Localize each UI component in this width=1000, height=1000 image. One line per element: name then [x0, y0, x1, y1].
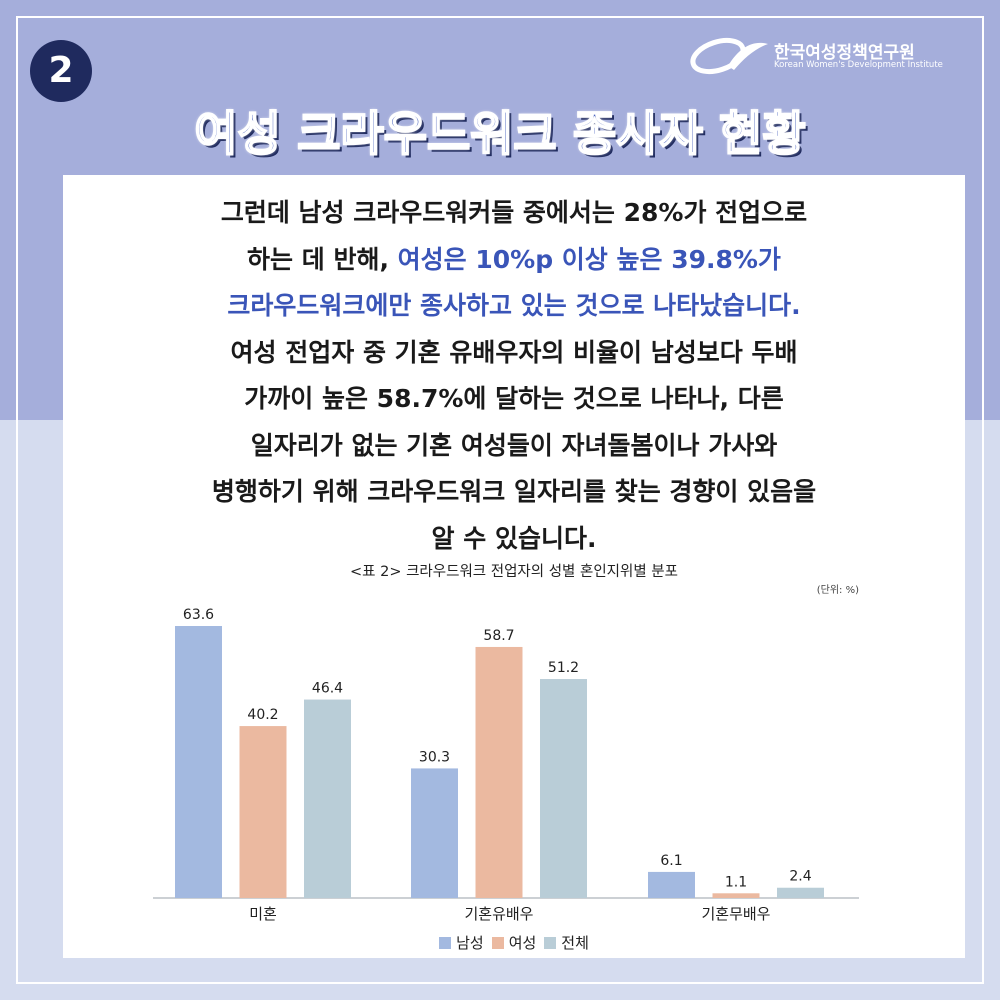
category-label: 기혼유배우: [464, 905, 533, 923]
chart-legend: 남성 여성 전체: [63, 932, 965, 953]
data-label: 63.6: [183, 607, 214, 623]
data-label: 40.2: [247, 707, 278, 723]
data-label: 1.1: [725, 874, 747, 890]
legend-item: 남성: [439, 932, 484, 953]
data-label: 46.4: [312, 681, 343, 697]
chart-title: <표 2> 크라우드워크 전업자의 성별 혼인지위별 분포: [350, 564, 678, 580]
bar: [175, 626, 222, 898]
legend-item: 전체: [544, 932, 589, 953]
body-text-segment: 가까이 높은 58.7%에 달하는 것으로 나타나, 다른: [244, 384, 784, 413]
legend-swatch: [439, 936, 452, 949]
bar: [540, 679, 587, 898]
kwdi-logo-icon: [690, 37, 768, 75]
body-line: 여성 전업자 중 기혼 유배우자의 비율이 남성보다 두배: [63, 330, 965, 377]
highlight-text: 크라우드워크에만 종사하고 있는 것으로 나타났습니다.: [227, 291, 801, 320]
category-label: 미혼: [249, 905, 277, 923]
body-text-segment: 그런데 남성 크라우드워커들 중에서는 28%가 전업으로: [220, 198, 808, 227]
data-label: 51.2: [548, 660, 579, 676]
body-text-segment: 하는 데 반해,: [247, 244, 398, 274]
bar: [239, 726, 287, 898]
body-line: 하는 데 반해, 여성은 10%p 이상 높은 39.8%가: [63, 237, 965, 284]
body-text-segment: 일자리가 없는 기혼 여성들이 자녀돌봄이나 가사와: [250, 430, 778, 460]
body-line: 일자리가 없는 기혼 여성들이 자녀돌봄이나 가사와: [63, 423, 965, 470]
legend-item: 여성: [491, 932, 537, 953]
legend-swatch: [544, 936, 557, 949]
bar: [648, 871, 695, 898]
body-line: 알 수 있습니다.: [63, 516, 965, 563]
page-title: 여성 크라우드워크 종사자 현황: [193, 106, 806, 163]
legend-label: 전체: [561, 934, 589, 952]
data-label: 6.1: [660, 853, 682, 869]
body-text-segment: 여성 전업자 중 기혼 유배우자의 비율이 남성보다 두배: [230, 337, 798, 367]
bar-chart: 63.6 40.2 46.4 미혼 30.3 58.7 51.2 기혼유배우 6.1 1.1 2.4…: [153, 607, 859, 923]
data-label: 58.7: [483, 628, 514, 644]
bar: [304, 699, 351, 898]
bar: [475, 646, 523, 898]
legend-label: 남성: [456, 934, 484, 952]
highlight-text: 여성은 10%p 이상 높은 39.8%가: [397, 244, 781, 274]
bar: [411, 768, 458, 898]
chart-unit: (단위: %): [816, 585, 859, 596]
body-line: 그런데 남성 크라우드워커들 중에서는 28%가 전업으로: [63, 190, 965, 237]
bar: [712, 893, 760, 898]
logo-subtitle: Korean Women's Development Institute: [774, 60, 943, 70]
frame-border: [16, 16, 984, 984]
body-text-segment: 병행하기 위해 크라우드워크 일자리를 찾는 경향이 있음을: [211, 477, 817, 506]
body-line: 가까이 높은 58.7%에 달하는 것으로 나타나, 다른: [63, 376, 965, 423]
body-line: 크라우드워크에만 종사하고 있는 것으로 나타났습니다.: [63, 283, 965, 330]
data-label: 30.3: [419, 749, 450, 765]
kwdi-logo: 한국여성정책연구원 Korean Women's Development Ins…: [688, 36, 948, 76]
category-label: 기혼무배우: [701, 905, 770, 923]
data-label: 2.4: [789, 869, 811, 885]
legend-label: 여성: [508, 934, 537, 952]
legend-swatch: [491, 936, 504, 949]
body-line: 병행하기 위해 크라우드워크 일자리를 찾는 경향이 있음을: [63, 469, 965, 516]
section-number-badge: 2: [30, 40, 92, 102]
bar: [777, 887, 824, 898]
logo-name: 한국여성정책연구원: [774, 43, 915, 63]
body-text-segment: 알 수 있습니다.: [431, 523, 597, 553]
